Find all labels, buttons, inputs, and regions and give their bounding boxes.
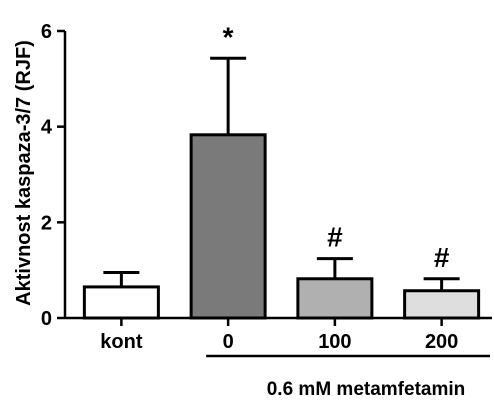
bar <box>82 285 160 320</box>
significance-marker: * <box>223 21 234 52</box>
bars: * # # <box>82 21 481 320</box>
group-annotation: 0.6 mM metamfetamin <box>206 354 490 400</box>
bar <box>296 277 374 320</box>
x-tick-label: 100 <box>318 331 351 353</box>
significance-marker: # <box>327 222 343 253</box>
group-label: 0.6 mM metamfetamin <box>267 379 466 400</box>
bar <box>189 133 267 320</box>
x-tick-label: 0 <box>223 331 234 353</box>
y-tick-label: 2 <box>41 212 52 234</box>
y-tick-label: 4 <box>41 117 53 139</box>
y-tick-label: 6 <box>41 21 52 43</box>
significance-marker: # <box>434 242 450 273</box>
y-axis: 0 2 4 6 <box>41 21 67 330</box>
y-axis-title: Aktivnost kaspaza-3/7 (RJF) <box>13 40 35 306</box>
bar <box>403 289 481 320</box>
x-axis: kont 0 100 200 <box>65 316 492 353</box>
y-tick-label: 0 <box>41 308 52 330</box>
x-tick-label: kont <box>100 331 143 353</box>
x-tick-label: 200 <box>425 331 458 353</box>
